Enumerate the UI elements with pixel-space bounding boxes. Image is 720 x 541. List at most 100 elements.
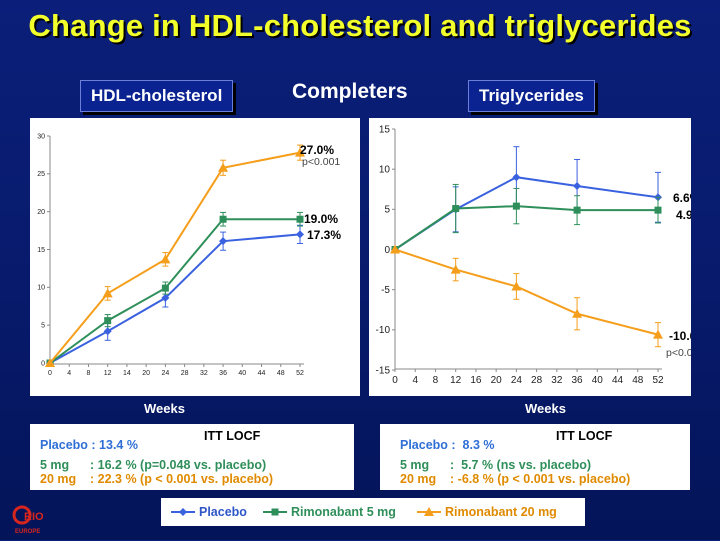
hdl-end-label: 27.0% (300, 143, 334, 157)
hdl-end-label: 17.3% (307, 228, 341, 242)
hdl-x-tick-label: 40 (238, 370, 246, 377)
tg-x-tick-label: 0 (392, 375, 398, 386)
tg-x-tick-label: 20 (491, 375, 503, 386)
tg-end-label: -10.6% (669, 329, 691, 343)
legend-rimo5-marker (263, 508, 287, 516)
itt-left-header: ITT LOCF (204, 429, 261, 443)
tg-series-rimonabant-5-mg-point (452, 205, 460, 213)
rio-logo-mark: RIO EUROPE (12, 505, 44, 535)
hdl-x-tick-label: 36 (219, 370, 227, 377)
hdl-x-tick-label: 20 (142, 370, 150, 377)
hdl-series-rimonabant-5-mg-point (104, 317, 112, 325)
hdl-end-label: 19.0% (304, 212, 338, 226)
tg-x-tick-label: 36 (572, 375, 584, 386)
hdl-x-tick-label: 8 (87, 370, 91, 377)
hdl-series-rimonabant-5-mg-point (161, 284, 169, 292)
hdl-chart-panel: 0 5 10 15 20 25 30 0 4 8 12 14 20 24 28 32 36 40 44 48 52 27.… (30, 118, 360, 396)
itt-right-20mg: 20 mg : -6.8 % (p < 0.001 vs. placebo) (400, 472, 631, 486)
tg-series-rimonabant-5-mg-line (394, 205, 658, 251)
slide-title: Change in HDL-cholesterol and triglyceri… (28, 8, 692, 43)
tg-y-tick-label: 15 (379, 124, 391, 135)
hdl-x-tick-label: 14 (123, 370, 131, 377)
hdl-x-axis-title: Weeks (144, 401, 185, 416)
completers-label: Completers (292, 80, 408, 103)
hdl-series-rimonabant-5-mg-point (219, 215, 227, 223)
itt-right-placebo: Placebo : 8.3 % (400, 438, 495, 452)
hdl-series-placebo-line (49, 233, 301, 364)
tg-series-rimonabant-20-mg-point (450, 264, 461, 274)
tg-y-tick-label: -10 (376, 325, 391, 336)
itt-right-header: ITT LOCF (556, 429, 613, 443)
tg-series-rimonabant-5-mg-point (654, 206, 662, 214)
hdl-x-tick-label: 4 (67, 370, 71, 377)
hdl-x-tick-label: 0 (48, 370, 52, 377)
itt-left-placebo: Placebo : 13.4 % (40, 438, 138, 452)
tg-series-rimonabant-20-mg-point (653, 329, 663, 339)
hdl-series-rimonabant-20-mg-point (295, 147, 305, 157)
tg-series-rimonabant-20-mg-line (394, 248, 659, 336)
itt-right-5mg: 5 mg : 5.7 % (ns vs. placebo) (400, 458, 592, 472)
tg-end-label: 4.9% (676, 208, 691, 222)
tg-x-tick-label: 4 (412, 375, 418, 386)
tg-x-tick-label: 28 (531, 375, 543, 386)
hdl-y-tick-label: 15 (37, 247, 45, 254)
triglycerides-tag: Triglycerides (468, 80, 595, 112)
hdl-series-rimonabant-20-mg-point (102, 288, 113, 298)
legend-rimo20-marker (417, 507, 441, 516)
tg-x-tick-label: 12 (450, 375, 462, 386)
tg-series-rimonabant-20-mg-point (390, 244, 400, 254)
tg-series-rimonabant-20-mg-point (572, 308, 583, 318)
tg-series-rimonabant-20-mg-point (511, 281, 522, 291)
rio-europe-logo: RIO EUROPE (12, 504, 46, 541)
hdl-y-tick-label: 5 (41, 323, 45, 330)
legend-rimo5-label: Rimonabant 5 mg (291, 505, 396, 519)
hdl-series-rimonabant-5-mg-point (296, 215, 304, 223)
hdl-x-tick-label: 12 (104, 370, 112, 377)
hdl-series-rimonabant-20-mg-line (49, 151, 301, 364)
legend-placebo-marker (171, 508, 195, 516)
tg-x-axis-title: Weeks (525, 401, 566, 416)
tg-y-tick-label: 10 (379, 165, 391, 176)
tg-x-tick-label: 24 (511, 375, 523, 386)
triglycerides-chart-panel: 15 10 5 0 -5 -10 -15 0 4 8 12 16 20 24 28 32 36 40 44 48 52 6… (369, 118, 707, 396)
hdl-x-tick-label: 48 (277, 370, 285, 377)
tg-x-tick-label: 40 (592, 375, 604, 386)
tg-end-label: p<0.001 (666, 347, 691, 359)
itt-left-20mg: 20 mg : 22.3 % (p < 0.001 vs. placebo) (40, 472, 274, 486)
hdl-x-tick-label: 32 (200, 370, 208, 377)
tg-series-placebo-point (573, 182, 582, 191)
hdl-y-tick-label: 25 (37, 171, 45, 178)
legend-rimo20-label: Rimonabant 20 mg (445, 505, 557, 519)
logo-sub: EUROPE (15, 529, 40, 535)
hdl-x-tick-label: 52 (296, 370, 304, 377)
tg-x-tick-label: 32 (551, 375, 563, 386)
chart-legend: Placebo Rimonabant 5 mg Rimonabant 20 mg (161, 498, 585, 526)
tg-x-tick-label: 48 (632, 375, 644, 386)
hdl-series-rimonabant-20-mg-point (218, 162, 229, 172)
tg-y-tick-label: -15 (376, 365, 391, 376)
hdl-end-label: p<0.001 (302, 156, 340, 168)
hdl-x-tick-label: 28 (181, 370, 189, 377)
legend-placebo-label: Placebo (199, 505, 247, 519)
hdl-series-placebo-point (103, 327, 112, 336)
itt-left-5mg: 5 mg : 16.2 % (p=0.048 vs. placebo) (40, 458, 267, 472)
hdl-tag: HDL-cholesterol (80, 80, 234, 112)
legend-markers (171, 507, 441, 516)
hdl-series-placebo-point (296, 230, 304, 239)
logo-word: RIO (24, 511, 44, 523)
hdl-series-rimonabant-20-mg-point (160, 254, 171, 264)
itt-right-box: ITT LOCF Placebo : 8.3 % 5 mg : 5.7 % (n… (380, 424, 690, 490)
hdl-y-tick-label: 20 (37, 209, 45, 216)
tg-series-rimonabant-5-mg-point (512, 202, 520, 210)
tg-x-tick-label: 52 (652, 375, 664, 386)
tg-series-placebo-line (394, 176, 659, 251)
hdl-series-placebo-point (219, 237, 228, 246)
hdl-y-tick-label: 10 (37, 285, 45, 292)
tg-end-label: 6.6% (673, 191, 691, 205)
tg-y-tick-label: 0 (384, 245, 390, 256)
tg-x-tick-label: 44 (612, 375, 624, 386)
tg-x-tick-label: 8 (433, 375, 439, 386)
tg-series-rimonabant-5-mg-point (573, 206, 581, 214)
itt-left-box: ITT LOCF Placebo : 13.4 % 5 mg : 16.2 % … (30, 424, 354, 490)
tg-y-tick-label: -5 (381, 285, 390, 296)
